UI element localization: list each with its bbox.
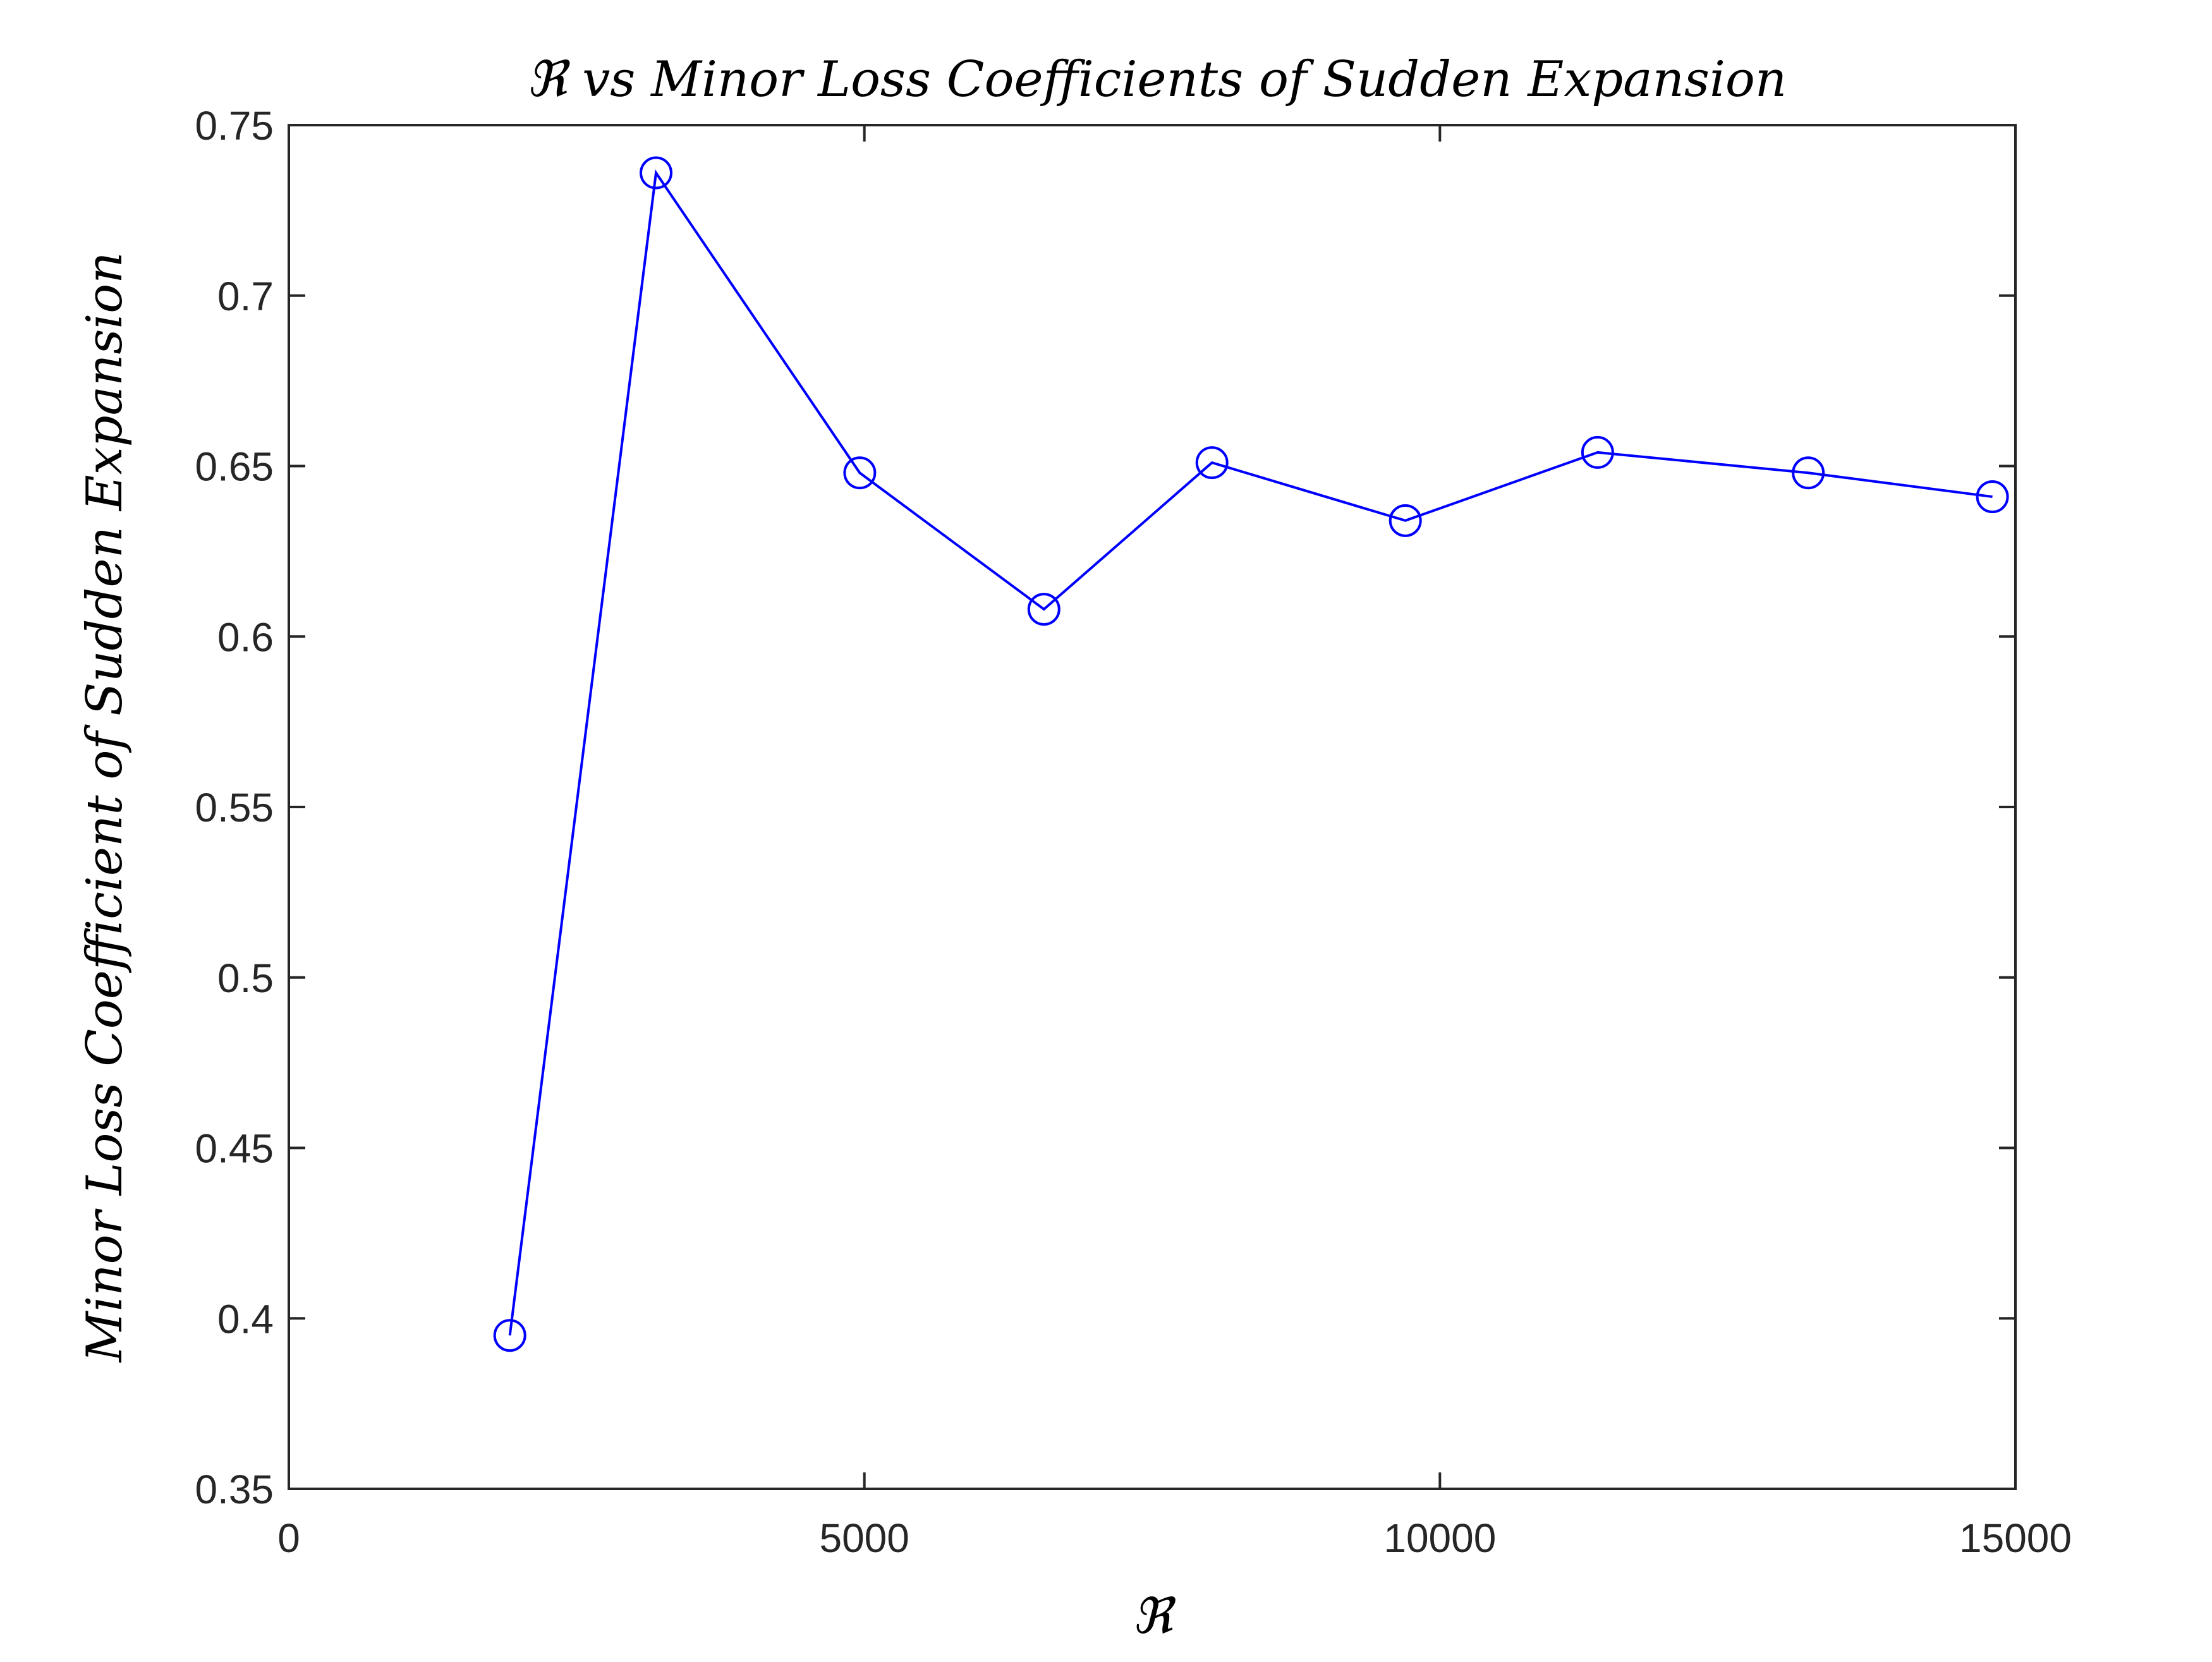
x-tick-label: 10000 [1383, 1515, 1496, 1561]
y-tick-label: 0.6 [217, 614, 274, 660]
y-tick-label: 0.55 [195, 785, 274, 830]
y-axis: 0.35 0.4 0.45 0.5 0.55 0.6 0.65 0.7 0.75 [195, 103, 2015, 1512]
axes-box [288, 124, 2017, 1490]
y-tick-label: 0.45 [195, 1126, 274, 1172]
series-layer [493, 156, 2009, 1352]
data-point [640, 156, 673, 190]
data-point [1195, 446, 1229, 480]
data-point [1792, 456, 1825, 490]
chart-title: ℜ vs Minor Loss Coefficients of Sudden E… [526, 51, 1787, 108]
x-axis: 0 5000 10000 15000 [277, 125, 2072, 1561]
y-tick-label: 0.65 [195, 444, 274, 490]
series-line [508, 169, 1993, 1336]
data-point [1581, 435, 1614, 469]
y-tick-label: 0.75 [195, 103, 274, 149]
data-point [1389, 504, 1422, 537]
data-point [843, 456, 877, 490]
data-point [1976, 480, 2009, 514]
y-tick-label: 0.7 [217, 274, 274, 319]
y-axis-label: Minor Loss Coefficient of Sudden Expansi… [76, 252, 133, 1364]
x-tick-label: 15000 [1959, 1515, 2072, 1561]
x-axis-label: ℜ [1132, 1588, 1176, 1645]
data-point [1027, 593, 1060, 626]
y-tick-label: 0.4 [217, 1296, 274, 1342]
x-tick-label: 5000 [819, 1515, 909, 1561]
plot-area [288, 124, 2017, 1490]
y-tick-label: 0.5 [217, 955, 274, 1001]
x-tick-label: 0 [277, 1515, 300, 1561]
y-tick-label: 0.35 [195, 1467, 274, 1512]
data-point [493, 1319, 526, 1352]
